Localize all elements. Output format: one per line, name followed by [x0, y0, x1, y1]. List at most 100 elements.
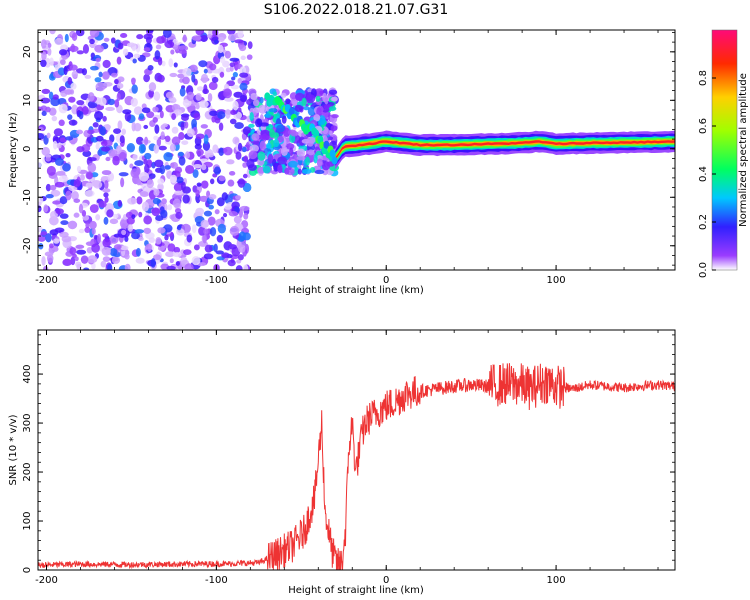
heatmap-cell: [109, 247, 118, 257]
heatmap-cell: [39, 196, 44, 204]
heatmap-cell: [232, 100, 239, 111]
heatmap-cell: [286, 143, 295, 150]
heatmap-cell: [62, 163, 71, 172]
heatmap-cell: [223, 146, 233, 156]
heatmap-cell: [232, 71, 238, 78]
heatmap-cell: [316, 158, 323, 168]
heatmap-cell: [94, 110, 104, 121]
heatmap-cell: [195, 189, 200, 197]
heatmap-cell: [177, 73, 185, 79]
heatmap-cell: [226, 159, 235, 165]
heatmap-cell: [208, 204, 214, 210]
heatmap-cell: [131, 121, 136, 132]
heatmap-cell: [116, 92, 121, 102]
heatmap-cell: [46, 165, 56, 176]
heatmap-cell: [218, 37, 225, 43]
heatmap-cell: [259, 96, 264, 104]
heatmap-cell: [179, 87, 186, 97]
heatmap-cell: [114, 79, 119, 85]
heatmap-cell: [268, 108, 278, 113]
heatmap-cell: [87, 255, 98, 264]
heatmap-cell: [277, 156, 288, 165]
x-tick-label: 100: [547, 575, 566, 586]
heatmap-band: [335, 140, 675, 160]
heatmap-cell: [205, 152, 215, 158]
heatmap-cell: [40, 59, 47, 68]
heatmap-cell: [118, 172, 129, 177]
heatmap-cell: [38, 162, 42, 168]
heatmap-cell: [103, 37, 110, 42]
heatmap-cell: [50, 189, 61, 197]
heatmap-cell: [118, 151, 127, 162]
heatmap-cell: [76, 100, 85, 106]
heatmap-cell: [218, 147, 225, 156]
heatmap-cell: [89, 38, 95, 45]
heatmap-cell: [38, 201, 42, 206]
heatmap-cell: [113, 244, 122, 250]
heatmap-cell: [199, 195, 209, 202]
heatmap-cell: [237, 254, 244, 261]
heatmap-cell: [242, 264, 249, 270]
colorbar-tick-label: 0.8: [698, 70, 709, 86]
x-tick-label: -100: [205, 575, 228, 586]
y-tick-label: 400: [22, 365, 33, 384]
heatmap-cell: [239, 72, 249, 78]
heatmap-cell: [45, 106, 51, 113]
heatmap-cell: [143, 47, 151, 52]
heatmap-cell: [165, 251, 175, 258]
heatmap-cell: [41, 51, 47, 61]
heatmap-cell: [203, 210, 213, 217]
heatmap-cell: [146, 111, 155, 119]
heatmap-cell: [280, 146, 288, 157]
heatmap-cell: [180, 181, 186, 192]
heatmap-cell: [153, 254, 162, 261]
heatmap-cell: [237, 178, 246, 188]
heatmap-cell: [48, 91, 54, 100]
heatmap-cell: [131, 84, 138, 94]
heatmap-cell: [305, 94, 316, 104]
heatmap-cell: [144, 136, 149, 146]
heatmap-cell: [204, 244, 213, 253]
heatmap-cell: [202, 233, 208, 244]
heatmap-cell: [138, 236, 144, 242]
heatmap-cell: [101, 246, 112, 256]
heatmap-cell: [60, 220, 69, 226]
heatmap-cell: [117, 120, 123, 130]
y-tick-label: 0: [22, 146, 33, 152]
heatmap-cell: [109, 218, 119, 225]
heatmap-cell: [235, 151, 242, 160]
heatmap-cell: [241, 146, 247, 153]
heatmap-cell: [191, 73, 196, 83]
heatmap-cell: [43, 204, 49, 213]
heatmap-cell: [54, 37, 64, 46]
heatmap-cell: [51, 115, 58, 122]
heatmap-cell: [107, 98, 116, 106]
heatmap-cell: [43, 265, 49, 270]
heatmap-cell: [230, 109, 237, 115]
heatmap-cell: [301, 168, 312, 174]
y-tick-label: 10: [22, 94, 33, 107]
heatmap-cell: [126, 42, 136, 48]
heatmap-cell: [208, 81, 218, 91]
heatmap-cell: [141, 107, 151, 114]
heatmap-cell: [331, 114, 339, 119]
heatmap-cell: [217, 111, 226, 120]
heatmap-cell: [195, 93, 202, 101]
heatmap-cell: [214, 117, 221, 124]
heatmap-cell: [90, 65, 99, 71]
heatmap-cell: [236, 259, 242, 264]
y-tick-label: 200: [22, 462, 33, 481]
heatmap-cell: [162, 123, 168, 128]
heatmap-cell: [173, 62, 178, 68]
heatmap-cell: [195, 207, 205, 216]
heatmap-cell: [209, 178, 215, 185]
heatmap-cell: [104, 180, 109, 190]
heatmap-cell: [49, 107, 57, 116]
heatmap-cell: [175, 211, 183, 219]
heatmap-cell: [88, 43, 97, 48]
heatmap-cell: [203, 228, 209, 235]
heatmap-cell: [175, 176, 184, 184]
heatmap-cell: [164, 165, 171, 170]
heatmap-cell: [138, 211, 143, 218]
heatmap-cell: [158, 145, 167, 151]
